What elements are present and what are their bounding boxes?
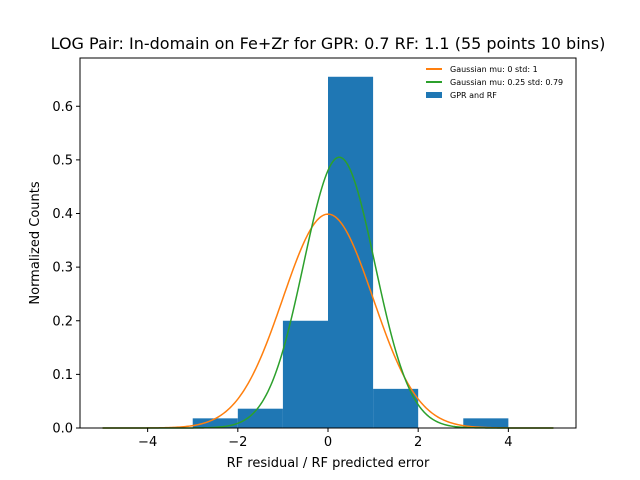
legend-patch-swatch <box>426 92 442 98</box>
y-tick-label: 0.5 <box>52 153 73 168</box>
x-tick-label: −4 <box>138 435 157 450</box>
histogram-bar-1 <box>237 408 283 428</box>
x-tick-label: −2 <box>228 435 247 450</box>
y-tick-label: 0.0 <box>52 422 73 437</box>
histogram-bar-0 <box>192 418 238 428</box>
x-axis: −4 −2 0 2 4 <box>138 428 513 450</box>
legend-entry-label: Gaussian mu: 0 std: 1 <box>450 65 538 74</box>
y-axis: 0.0 0.1 0.2 0.3 0.4 0.5 0.6 <box>52 100 80 437</box>
histogram-bar-6 <box>463 418 509 428</box>
y-tick-label: 0.2 <box>52 314 73 329</box>
legend-entry-label: GPR and RF <box>450 91 497 100</box>
x-axis-label: RF residual / RF predicted error <box>227 456 430 471</box>
y-tick-label: 0.4 <box>52 207 73 222</box>
legend: Gaussian mu: 0 std: 1 Gaussian mu: 0.25 s… <box>426 65 563 100</box>
x-tick-label: 4 <box>504 435 512 450</box>
histogram-bar-3 <box>328 76 374 428</box>
chart-title: LOG Pair: In-domain on Fe+Zr for GPR: 0.… <box>51 34 606 53</box>
legend-entry-label: Gaussian mu: 0.25 std: 0.79 <box>450 78 563 87</box>
y-axis-label: Normalized Counts <box>28 181 43 304</box>
y-tick-label: 0.6 <box>52 100 73 115</box>
y-tick-label: 0.3 <box>52 261 73 276</box>
histogram-bars <box>192 76 509 428</box>
x-tick-label: 0 <box>324 435 332 450</box>
histogram-bar-4 <box>373 388 419 428</box>
histogram-bar-2 <box>282 320 328 428</box>
y-tick-label: 0.1 <box>52 368 73 383</box>
x-tick-label: 2 <box>414 435 422 450</box>
